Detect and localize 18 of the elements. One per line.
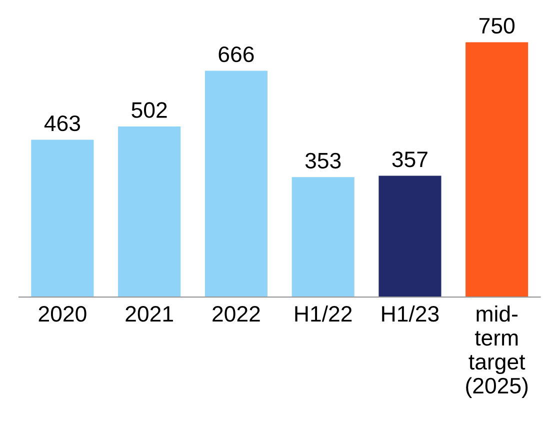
x-tick-label: 2020	[38, 306, 86, 322]
bar	[31, 140, 94, 298]
data-label: 357	[392, 151, 428, 168]
x-tick-label: H1/22	[295, 305, 352, 322]
data-label: 502	[132, 102, 167, 118]
data-label: 463	[44, 115, 80, 132]
bar	[378, 176, 442, 298]
data-label: 666	[218, 46, 254, 62]
bar	[466, 42, 528, 298]
x-tick-label: H1/23	[382, 305, 439, 322]
bar	[292, 177, 354, 298]
bar	[204, 70, 268, 298]
data-label: 750	[479, 18, 515, 34]
bar	[118, 126, 181, 298]
data-label: 353	[305, 152, 341, 169]
x-tick-label: mid- term target (2025)	[466, 305, 528, 398]
x-tick-label: 2021	[126, 306, 173, 322]
x-tick-label: 2022	[212, 306, 260, 322]
